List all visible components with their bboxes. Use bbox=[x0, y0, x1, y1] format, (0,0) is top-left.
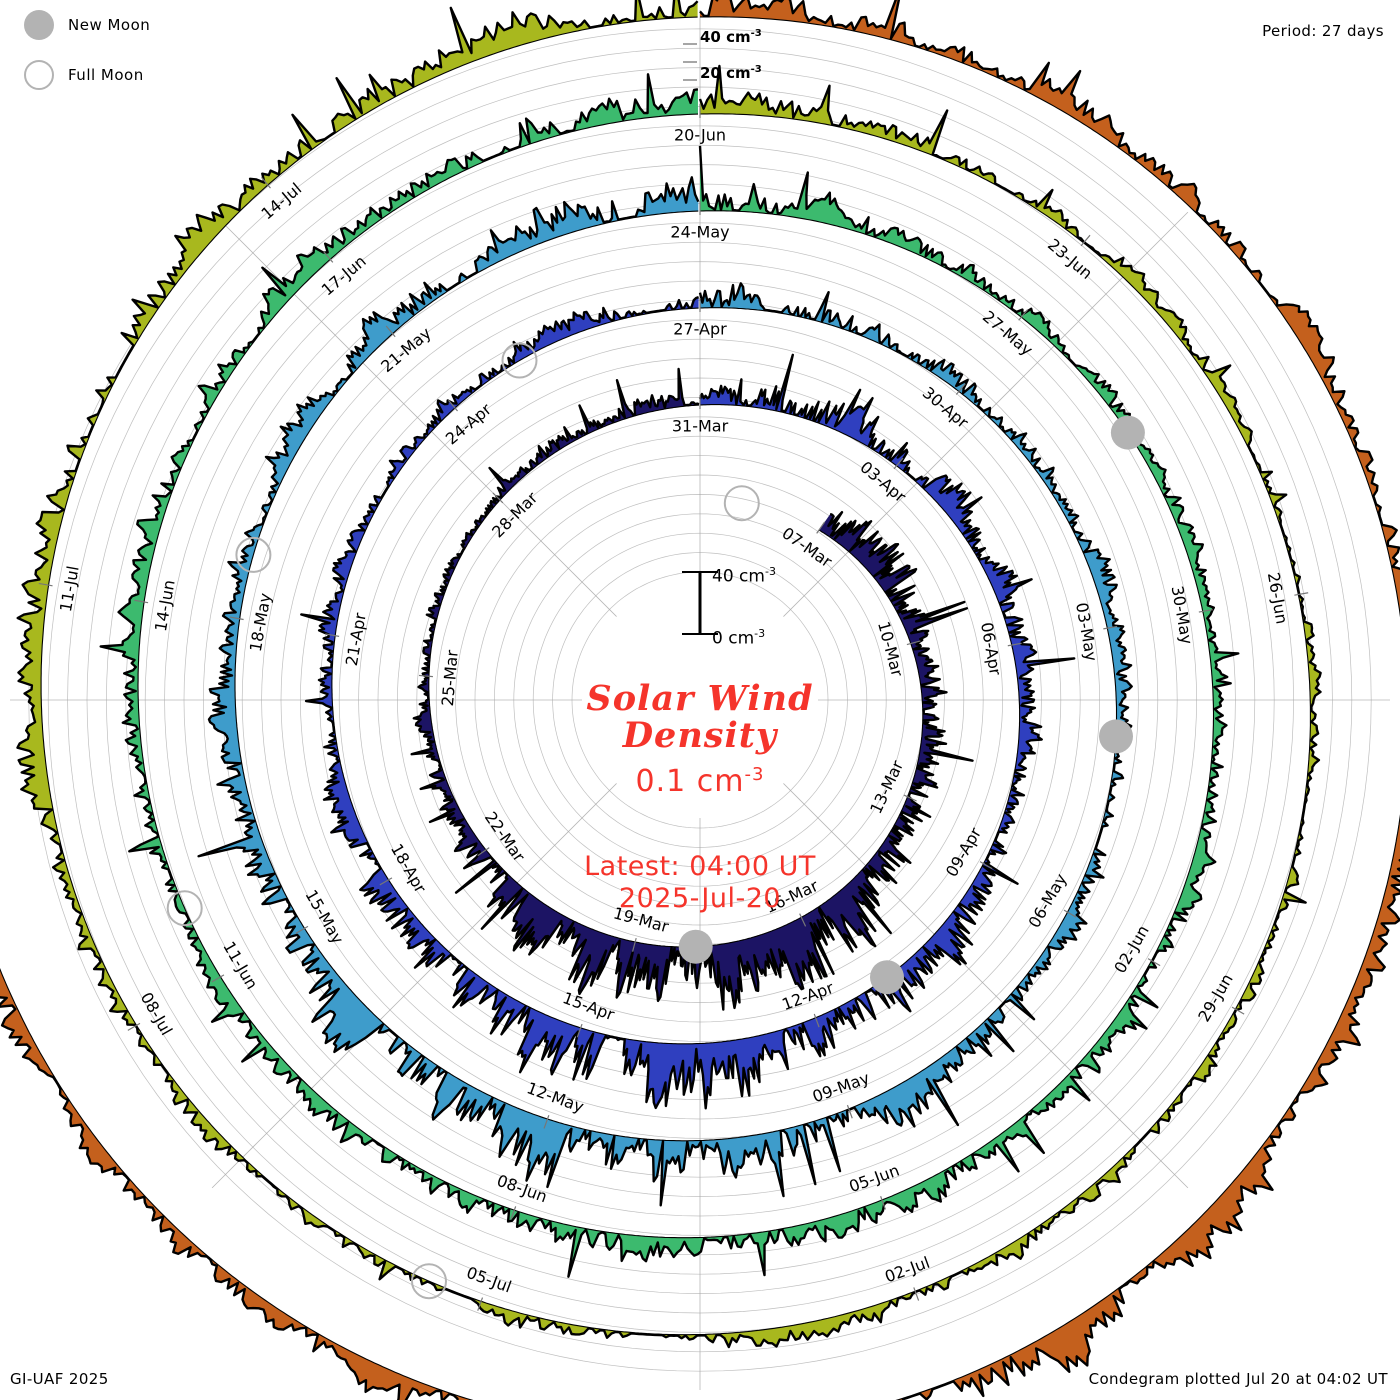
full-moon-marker bbox=[411, 1263, 447, 1300]
full-moon-marker bbox=[235, 536, 272, 573]
date-label: 12-May bbox=[524, 1078, 586, 1116]
date-label: 08-Jun bbox=[494, 1171, 549, 1207]
full-moon-icon bbox=[24, 60, 54, 90]
full-moon-marker bbox=[723, 485, 760, 522]
date-label: 31-Mar bbox=[672, 417, 729, 436]
scale-bar-top-exp: -3 bbox=[764, 565, 776, 578]
date-label: 21-Apr bbox=[342, 611, 370, 667]
latest-date: 2025-Jul-20 bbox=[618, 882, 782, 914]
new-moon-marker bbox=[1099, 719, 1133, 754]
latest-update: Latest: 04:00 UT 2025-Jul-20 bbox=[400, 851, 1000, 914]
moon-legend: New Moon Full Moon bbox=[24, 8, 150, 92]
radial-label-40: 40 cm-3 bbox=[700, 28, 762, 46]
radial-label-20-exp: -3 bbox=[750, 64, 762, 75]
date-label: 12-Apr bbox=[779, 978, 836, 1014]
date-label: 25-Mar bbox=[438, 649, 462, 707]
radial-scale-ticks bbox=[683, 43, 697, 81]
radial-label-20-value: 20 bbox=[700, 64, 721, 82]
date-label: 20-Jun bbox=[674, 126, 726, 145]
scale-bar-top-unit: cm bbox=[739, 566, 765, 587]
plotted-timestamp: Condegram plotted Jul 20 at 04:02 UT bbox=[1088, 1370, 1388, 1388]
date-label: 23-Jun bbox=[1044, 235, 1096, 283]
date-label: 15-Apr bbox=[560, 988, 617, 1024]
new-moon-icon bbox=[24, 10, 54, 40]
radial-label-20-unit: cm bbox=[726, 64, 751, 82]
period-text: Period: 27 days bbox=[1262, 22, 1384, 40]
chart-resolution-exp: -3 bbox=[744, 764, 765, 786]
radial-label-40-exp: -3 bbox=[750, 28, 762, 39]
new-moon-marker bbox=[678, 929, 713, 964]
latest-time: Latest: 04:00 UT bbox=[584, 851, 816, 883]
date-label: 02-Jul bbox=[882, 1253, 932, 1287]
scale-bar-bottom-value: 0 bbox=[712, 628, 723, 649]
chart-title-line2: Density bbox=[622, 715, 778, 757]
radial-label-40-value: 40 bbox=[700, 28, 721, 46]
legend-item-full-moon: Full Moon bbox=[24, 58, 150, 92]
legend-label-new-moon: New Moon bbox=[68, 16, 151, 34]
scale-bar-top-label: 40 cm-3 bbox=[712, 566, 776, 586]
date-label: 29-Jun bbox=[1194, 970, 1236, 1025]
scale-bar-top-value: 40 bbox=[712, 566, 734, 587]
new-moon-marker bbox=[870, 960, 904, 995]
date-label: 03-May bbox=[1072, 601, 1101, 663]
date-label: 05-Jul bbox=[464, 1263, 514, 1297]
radial-label-20: 20 cm-3 bbox=[700, 64, 762, 82]
scale-bar-bottom-unit: cm bbox=[728, 628, 755, 649]
new-moon-marker bbox=[1110, 415, 1145, 450]
moon-markers bbox=[166, 342, 1145, 1300]
legend-label-full-moon: Full Moon bbox=[68, 66, 144, 84]
full-moon-marker bbox=[501, 342, 538, 379]
chart-title-line1: Solar Wind bbox=[586, 678, 814, 719]
radial-label-40-unit: cm bbox=[726, 28, 751, 46]
scale-bar-bottom-exp: -3 bbox=[754, 627, 766, 640]
date-label: 24-May bbox=[670, 223, 729, 242]
inner-scale-bar bbox=[682, 571, 718, 635]
date-label: 05-Jun bbox=[846, 1161, 901, 1197]
chart-title: Solar Wind Density bbox=[400, 680, 1000, 754]
legend-item-new-moon: New Moon bbox=[24, 8, 150, 42]
credit-text: GI-UAF 2025 bbox=[10, 1370, 109, 1388]
scale-bar-bottom-label: 0 cm-3 bbox=[712, 628, 765, 648]
center-title-block: Solar Wind Density 0.1 cm-3 Latest: 04:0… bbox=[400, 680, 1000, 914]
date-label: 30-May bbox=[1168, 584, 1197, 646]
date-label: 18-May bbox=[246, 592, 275, 654]
date-label: 27-Apr bbox=[673, 320, 727, 339]
date-label: 08-Jul bbox=[137, 989, 177, 1039]
full-moon-marker bbox=[166, 890, 203, 927]
date-label: 11-Jul bbox=[56, 564, 83, 613]
chart-resolution-value: 0.1 cm bbox=[635, 764, 745, 800]
date-label: 14-Jun bbox=[151, 578, 179, 633]
chart-resolution: 0.1 cm-3 bbox=[400, 764, 1000, 799]
date-label: 02-Jun bbox=[1110, 922, 1152, 977]
